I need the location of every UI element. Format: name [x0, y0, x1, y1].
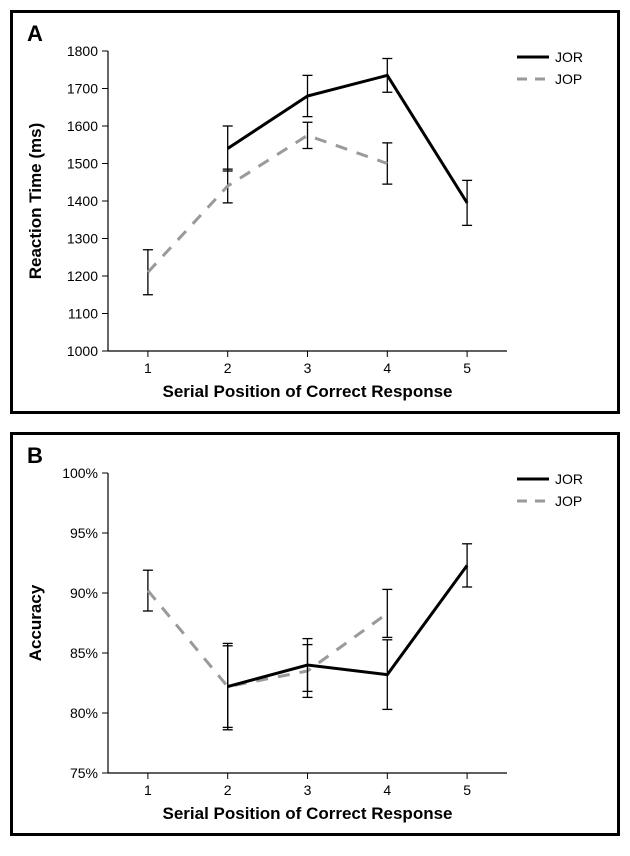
chart-a: 1000 1100 1200 1300 1400 1500 1600 1700 1800 1 2 3 4… [13, 13, 617, 411]
y-tick-label: 95% [70, 525, 98, 541]
legend-label: JOP [555, 71, 582, 87]
x-tick-label: 2 [224, 782, 232, 798]
y-tick-label: 85% [70, 645, 98, 661]
x-tick-label: 1 [144, 782, 152, 798]
x-tick-label: 5 [463, 360, 471, 376]
y-tick-label: 1500 [67, 156, 98, 172]
x-tick-label: 3 [304, 360, 312, 376]
y-tick-label: 1600 [67, 118, 98, 134]
y-axis-title: Accuracy [26, 584, 45, 661]
y-tick-label: 1100 [68, 306, 98, 322]
x-tick-label: 1 [144, 360, 152, 376]
x-tick-label: 5 [463, 782, 471, 798]
figure: A 10001100120013001400150016001700180012… [0, 0, 630, 856]
y-tick-label: 100% [62, 465, 98, 481]
y-tick-label: 1400 [67, 193, 98, 209]
panel-a: A 10001100120013001400150016001700180012… [10, 10, 620, 414]
y-tick-label: 75% [70, 765, 98, 781]
panel-b: B 75%80%85%90%95%100%12345Serial Positio… [10, 432, 620, 836]
legend-label: JOR [555, 49, 583, 65]
x-tick-label: 2 [224, 360, 232, 376]
y-tick-label: 1000 [67, 343, 98, 359]
y-tick-label: 1700 [67, 81, 98, 97]
y-tick-label: 80% [70, 705, 98, 721]
legend-label: JOP [555, 493, 582, 509]
y-tick-label: 1300 [67, 231, 98, 247]
y-axis-title: Reaction Time (ms) [26, 123, 45, 280]
x-axis-title: Serial Position of Correct Response [162, 382, 452, 401]
y-tick-label: 1800 [67, 43, 98, 59]
x-tick-label: 4 [383, 782, 391, 798]
y-tick-label: 90% [70, 585, 98, 601]
x-tick-label: 4 [383, 360, 391, 376]
legend-label: JOR [555, 471, 583, 487]
x-tick-label: 3 [304, 782, 312, 798]
y-tick-label: 1200 [67, 268, 98, 284]
x-axis-title: Serial Position of Correct Response [162, 804, 452, 823]
chart-b: 75% 80% 85% 90% 95% 100% 1 2 3 4 5 Serial Position … [13, 435, 617, 833]
